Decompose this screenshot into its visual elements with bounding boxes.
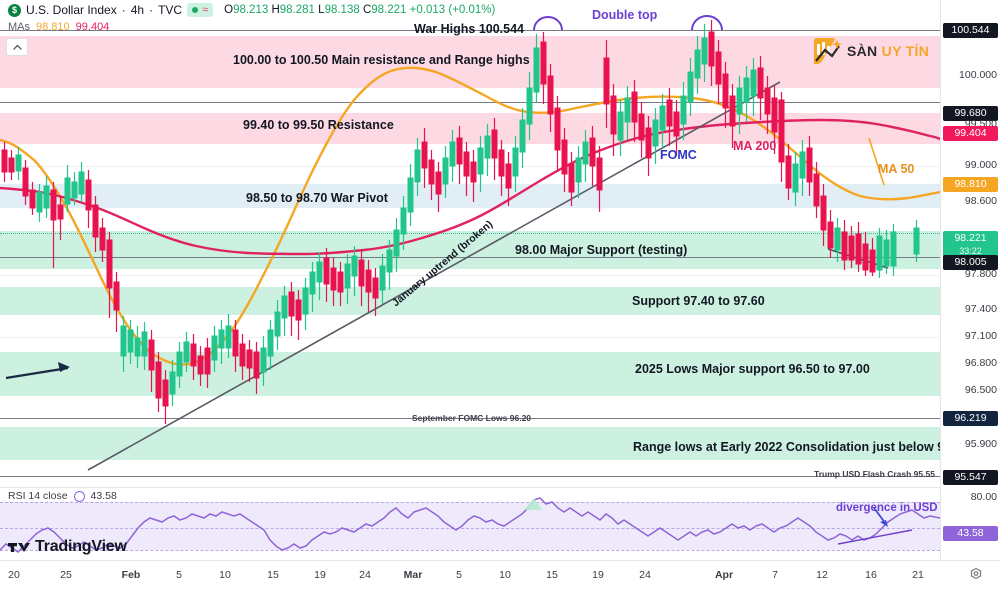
hline-9968 <box>0 102 940 103</box>
time-axis-tick: 25 <box>60 569 72 581</box>
time-axis-tick: 5 <box>176 569 182 581</box>
broker-logo-text: SÀN UY TÍN <box>847 43 929 59</box>
time-axis-tick: Feb <box>121 569 141 581</box>
rsi-settings-icon[interactable] <box>73 490 85 502</box>
time-axis-tick: 10 <box>219 569 231 581</box>
rsi-legend-label: RSI 14 close <box>8 490 68 502</box>
time-axis-tick: 24 <box>639 569 651 581</box>
time-axis-tick: 24 <box>359 569 371 581</box>
annotation-2025-lows: 2025 Lows Major support 96.50 to 97.00 <box>635 362 870 376</box>
price-axis-label: 98.600 <box>964 195 997 207</box>
time-axis-tick: 15 <box>267 569 279 581</box>
annotation-main-resistance: 100.00 to 100.50 Main resistance and Ran… <box>233 53 530 67</box>
zone-major-support <box>0 231 940 269</box>
gridline <box>0 275 940 276</box>
price-axis-label: 95.547 <box>943 470 998 485</box>
price-axis-label: 97.800 <box>964 268 997 280</box>
price-chart-pane[interactable]: War Highs 100.544 Double top 100.00 to 1… <box>0 0 940 487</box>
rsi-value: 43.58 <box>90 490 117 502</box>
hline-dotted-upper <box>0 233 940 234</box>
annotation-double-top: Double top <box>592 8 658 22</box>
rsi-pane[interactable]: RSI 14 close 43.58 divergence in USD <box>0 487 940 560</box>
gear-icon <box>970 567 982 580</box>
rsi-mid-dashed <box>0 528 940 529</box>
annotation-war-highs: War Highs 100.544 <box>414 22 525 36</box>
price-axis-value: 98.221 <box>954 232 987 244</box>
price-axis-label: 99.680 <box>943 106 998 121</box>
price-axis-label: 100.544 <box>943 23 998 38</box>
chevron-up-icon <box>12 44 22 50</box>
price-axis-label: 100.000 <box>959 69 997 81</box>
annotation-ma50: MA 50 <box>878 162 915 176</box>
price-axis-label: 96.800 <box>964 357 997 369</box>
price-axis[interactable]: 100.544 100.000 99.680 99.500 99.404 99.000 98… <box>940 0 1000 560</box>
zone-war-pivot <box>0 184 940 208</box>
broker-name-primary: SÀN <box>847 43 878 59</box>
rsi-upper-dashed <box>0 502 940 503</box>
rsi-band <box>0 502 940 550</box>
rsi-lower-dashed <box>0 550 940 551</box>
tradingview-watermark: TradingView <box>8 538 127 556</box>
zone-support-9740 <box>0 287 940 315</box>
time-axis-tick: 5 <box>456 569 462 581</box>
time-axis-tick: 21 <box>912 569 924 581</box>
annotation-flash-crash: Trump USD Flash Crash 95.55 <box>814 469 935 479</box>
price-series-svg <box>0 15 940 471</box>
price-axis-label: 97.100 <box>964 330 997 342</box>
price-axis-label: 97.400 <box>964 303 997 315</box>
countdown-timer: 33:22 <box>959 246 982 256</box>
price-axis-label: 43.58 <box>943 526 998 541</box>
annotation-sept-fomc-lows: September FOMC Lows 96.20 <box>412 413 532 423</box>
rsi-series-svg <box>0 497 940 553</box>
annotation-range-lows: Range lows at Early 2022 Consolidation j… <box>633 440 940 454</box>
annotation-war-pivot: 98.50 to 98.70 War Pivot <box>246 191 388 205</box>
time-axis-tick: 16 <box>865 569 877 581</box>
zone-range-lows <box>0 427 940 460</box>
annotation-major-support: 98.00 Major Support (testing) <box>515 243 688 257</box>
time-axis-tick: 19 <box>592 569 604 581</box>
hline-98-major <box>0 257 940 258</box>
price-axis-label: 96.500 <box>964 384 997 396</box>
time-axis-tick: Apr <box>714 569 734 581</box>
annotation-fomc: FOMC <box>660 148 697 162</box>
price-axis-label: 80.00 <box>970 491 997 503</box>
price-axis-label: 98.005 <box>943 255 998 270</box>
rsi-legend: RSI 14 close 43.58 <box>8 490 117 502</box>
price-axis-label: 95.900 <box>964 438 997 450</box>
gridline <box>0 166 940 167</box>
time-axis-tick: 12 <box>816 569 828 581</box>
time-axis-tick: 20 <box>8 569 20 581</box>
time-axis[interactable]: 20 25 Feb 5 10 15 19 24 Mar 5 10 15 19 24 Apr 7 12 16 21 <box>0 560 1000 589</box>
annotation-resistance-9940: 99.40 to 99.50 Resistance <box>243 118 394 132</box>
price-axis-label: 96.219 <box>943 411 998 426</box>
price-axis-label: 99.000 <box>964 159 997 171</box>
zone-main-resistance <box>0 36 940 88</box>
tradingview-logo-icon <box>8 542 30 552</box>
broker-logo: SÀN UY TÍN <box>812 33 944 69</box>
time-axis-tick: 19 <box>314 569 326 581</box>
annotation-support-9740: Support 97.40 to 97.60 <box>632 294 765 308</box>
bar-chart-logo-icon <box>812 37 842 65</box>
price-axis-label: 99.404 <box>943 126 998 141</box>
chart-settings-button[interactable] <box>968 567 984 583</box>
hline-sept-fomc <box>0 418 940 419</box>
price-axis-label: 98.810 <box>943 177 998 192</box>
gridline <box>0 337 940 338</box>
price-axis-label: 98.221 33:22 <box>943 231 998 259</box>
tradingview-label: TradingView <box>35 538 127 555</box>
broker-name-secondary: UY TÍN <box>881 43 930 59</box>
time-axis-tick: 7 <box>772 569 778 581</box>
annotation-divergence: divergence in USD <box>836 502 938 514</box>
time-axis-tick: Mar <box>403 569 423 581</box>
time-axis-tick: 10 <box>499 569 511 581</box>
hline-flash-crash <box>0 476 940 477</box>
annotation-ma200: MA 200 <box>733 139 777 153</box>
time-axis-tick: 15 <box>546 569 558 581</box>
hline-war-highs <box>0 30 940 31</box>
collapse-pane-button[interactable] <box>6 38 28 56</box>
